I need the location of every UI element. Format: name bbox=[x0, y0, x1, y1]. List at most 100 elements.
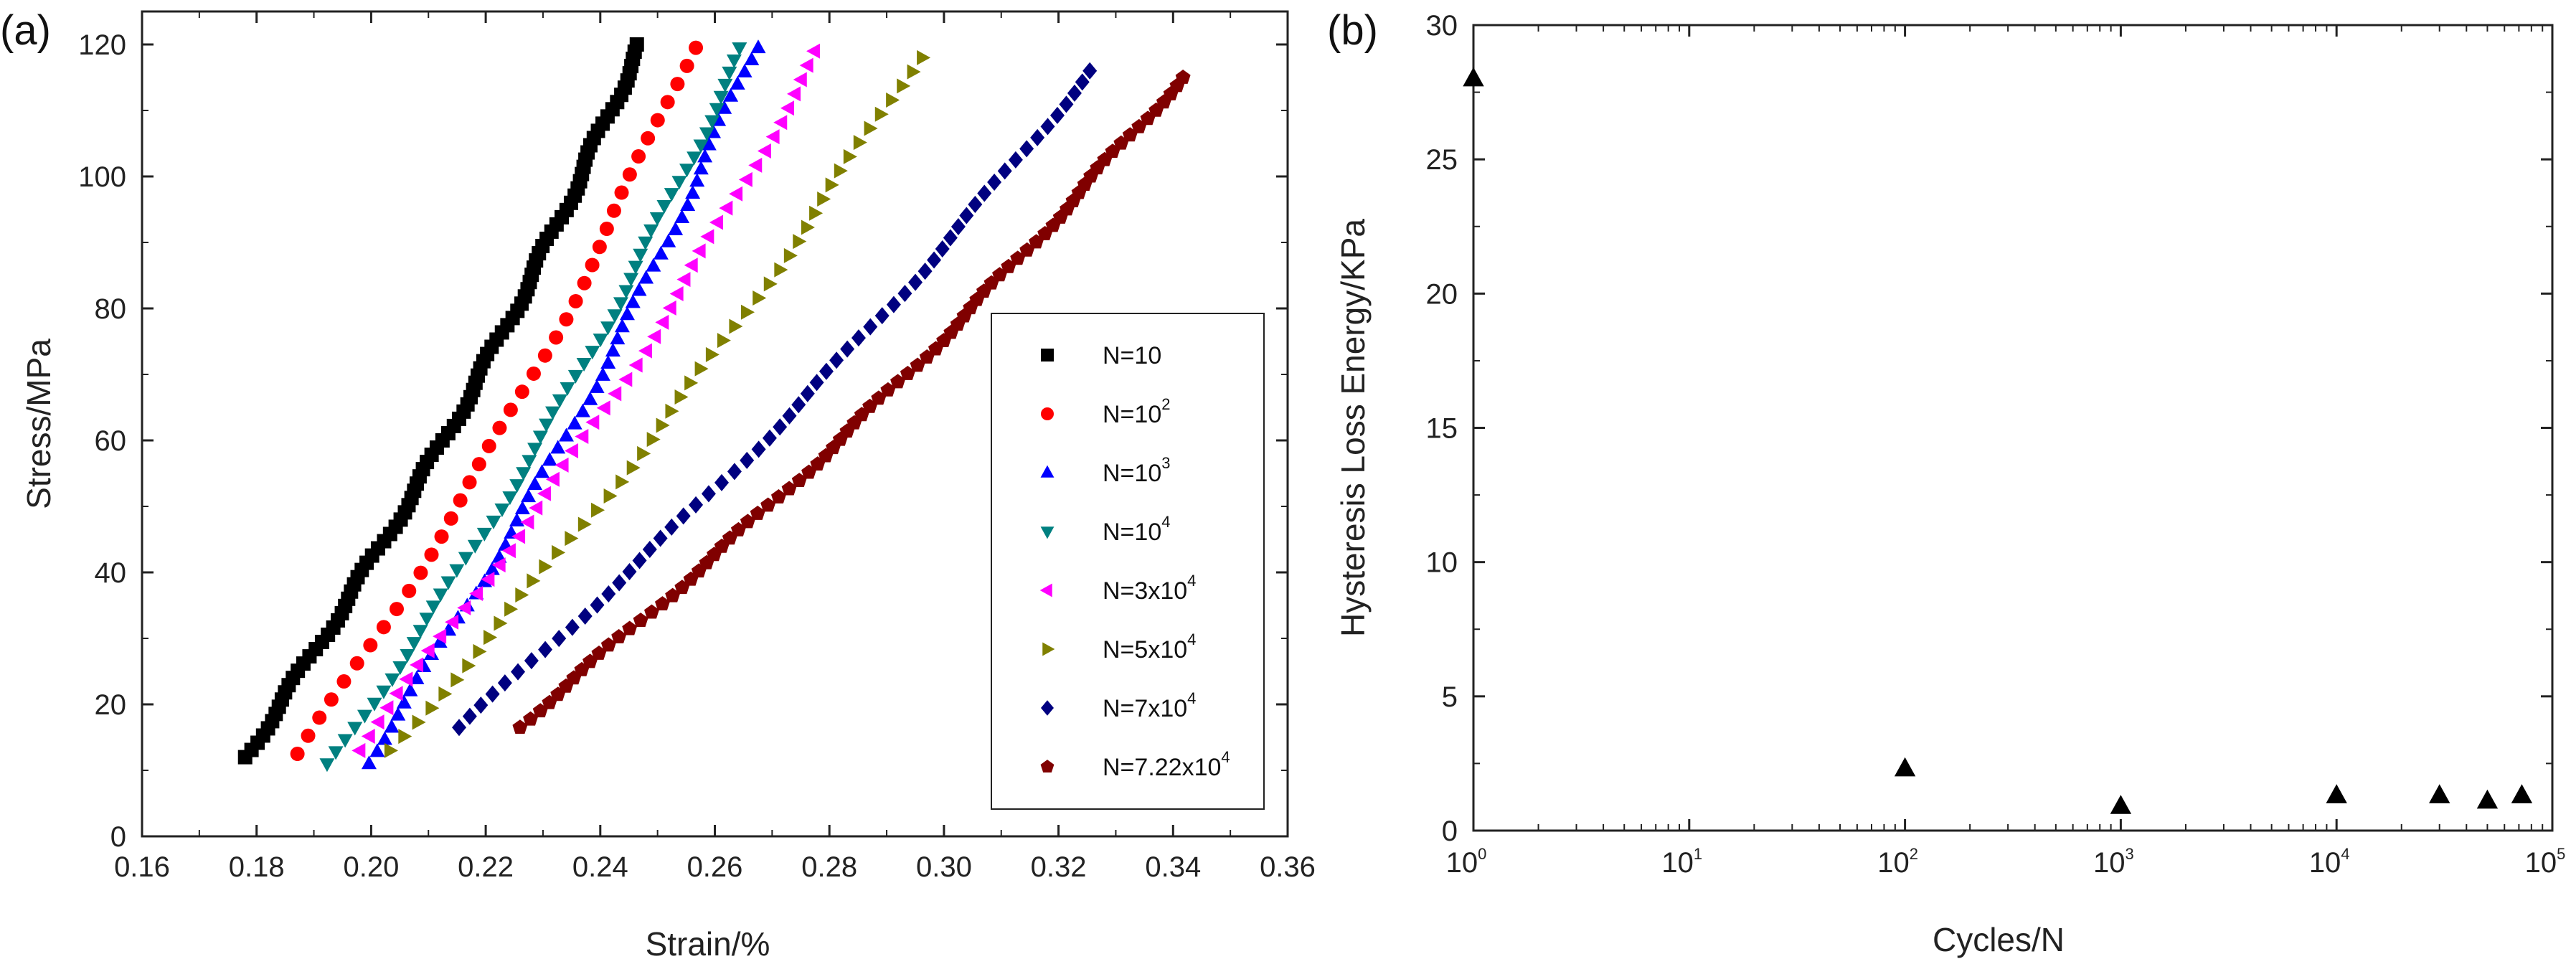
data-point bbox=[433, 628, 447, 644]
data-point bbox=[661, 233, 676, 247]
data-point bbox=[619, 306, 635, 321]
data-point bbox=[486, 515, 501, 529]
data-point bbox=[791, 396, 806, 414]
data-point bbox=[641, 131, 656, 146]
data-point bbox=[319, 758, 335, 772]
data-point bbox=[713, 90, 729, 105]
data-point bbox=[612, 574, 627, 592]
label-base: N=7.22x10 bbox=[1103, 754, 1221, 781]
data-point bbox=[492, 420, 507, 435]
data-point bbox=[653, 245, 669, 260]
data-point bbox=[770, 489, 786, 504]
data-point bbox=[732, 42, 747, 57]
data-point bbox=[402, 583, 417, 598]
data-point bbox=[503, 402, 518, 417]
data-point bbox=[396, 694, 412, 709]
data-point bbox=[1075, 73, 1090, 91]
data-point bbox=[694, 361, 709, 377]
data-point bbox=[622, 562, 637, 580]
data-point bbox=[927, 251, 942, 269]
data-point bbox=[671, 176, 687, 190]
y-tick-label: 0 bbox=[1442, 816, 1458, 847]
data-point bbox=[592, 240, 607, 255]
data-point bbox=[773, 418, 788, 436]
legend-marker bbox=[1041, 349, 1054, 362]
data-point bbox=[406, 637, 422, 651]
data-point bbox=[494, 504, 510, 518]
data-point bbox=[717, 333, 731, 349]
data-point bbox=[357, 709, 372, 724]
series-1 bbox=[290, 40, 704, 761]
legend-label: N=10 bbox=[1103, 342, 1161, 369]
data-point bbox=[532, 430, 548, 445]
data-point bbox=[740, 304, 755, 320]
data-point bbox=[610, 331, 626, 345]
x-tick-label: 103 bbox=[2093, 845, 2134, 879]
legend-label: N=103 bbox=[1103, 454, 1170, 487]
data-point bbox=[568, 293, 583, 308]
data-point bbox=[740, 451, 755, 469]
data-point bbox=[567, 369, 583, 384]
y-tick-label: 20 bbox=[95, 689, 127, 721]
legend-label: N=7x104 bbox=[1103, 689, 1196, 722]
legend-box bbox=[991, 313, 1265, 810]
data-point bbox=[628, 260, 643, 275]
data-point bbox=[457, 600, 471, 615]
data-point bbox=[608, 386, 622, 402]
data-point bbox=[367, 697, 382, 712]
plot-frame-b bbox=[1472, 24, 2554, 832]
data-point bbox=[2110, 795, 2132, 814]
data-point bbox=[622, 620, 638, 635]
legend-item-4: N=3x104 bbox=[1039, 572, 1196, 605]
data-point bbox=[575, 429, 589, 445]
data-point bbox=[689, 496, 704, 514]
label-exponent: 4 bbox=[1187, 572, 1196, 590]
data-point bbox=[886, 93, 900, 108]
data-point bbox=[799, 57, 813, 73]
data-point bbox=[424, 547, 439, 562]
x-tick-label: 0.28 bbox=[801, 851, 857, 883]
data-point bbox=[545, 471, 560, 487]
data-point bbox=[676, 507, 691, 525]
data-point bbox=[806, 43, 821, 59]
data-point bbox=[389, 686, 403, 701]
data-point bbox=[438, 686, 453, 702]
data-point bbox=[679, 58, 694, 73]
data-point bbox=[997, 162, 1012, 180]
label-base: 10 bbox=[1446, 847, 1478, 879]
data-point bbox=[433, 588, 448, 602]
data-point bbox=[336, 674, 352, 689]
data-point bbox=[1067, 84, 1082, 102]
x-tick-label: 0.34 bbox=[1145, 851, 1201, 883]
data-point bbox=[825, 177, 839, 193]
data-point bbox=[650, 113, 665, 128]
data-point bbox=[516, 467, 532, 481]
x-axis-label: Cycles/N bbox=[1933, 921, 2065, 958]
data-point bbox=[399, 671, 413, 687]
data-point bbox=[1059, 95, 1074, 113]
data-point bbox=[917, 49, 931, 65]
legend-label: N=102 bbox=[1103, 395, 1170, 428]
data-point bbox=[709, 214, 723, 230]
data-point bbox=[644, 604, 659, 619]
data-point bbox=[392, 661, 408, 675]
series-7 bbox=[512, 70, 1191, 734]
data-point bbox=[665, 587, 681, 602]
data-point bbox=[413, 565, 428, 580]
data-point bbox=[701, 136, 717, 151]
data-point bbox=[763, 276, 778, 292]
data-point bbox=[757, 143, 771, 159]
label-exponent: 4 bbox=[1187, 630, 1196, 648]
data-point bbox=[558, 427, 574, 442]
panel-label-a: (a) bbox=[0, 7, 51, 54]
y-tick-label: 5 bbox=[1442, 681, 1458, 713]
data-point bbox=[750, 505, 765, 520]
data-point bbox=[646, 257, 661, 272]
data-point bbox=[502, 491, 518, 506]
data-point bbox=[714, 473, 730, 491]
data-point bbox=[443, 511, 458, 526]
data-point bbox=[398, 729, 412, 745]
data-point bbox=[664, 518, 679, 536]
data-point bbox=[462, 475, 477, 490]
data-point bbox=[384, 742, 398, 758]
